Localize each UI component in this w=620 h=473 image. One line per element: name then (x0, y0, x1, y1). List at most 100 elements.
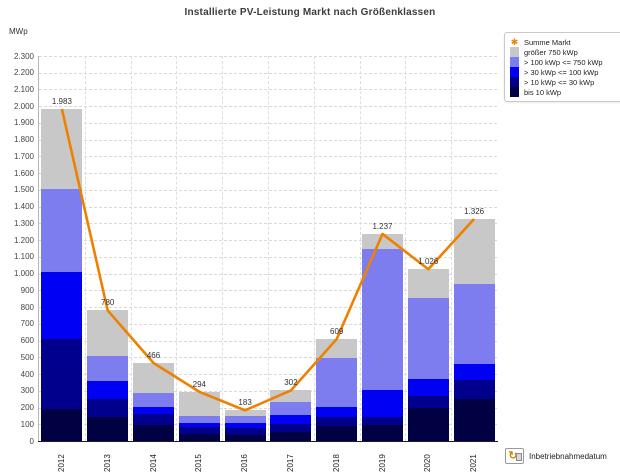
bar-segment[interactable] (178, 422, 220, 427)
bar-segment[interactable] (453, 379, 495, 400)
bar-segment[interactable] (41, 189, 83, 273)
bar-segment[interactable] (362, 424, 403, 441)
point-label: 466 (146, 350, 161, 360)
y-tick-label: 200 (20, 403, 34, 413)
bar-segment[interactable] (362, 390, 403, 417)
legend-item-30-100[interactable]: > 30 kWp <= 100 kWp (510, 67, 620, 77)
point-label: 780 (101, 298, 115, 308)
bar-segment[interactable] (270, 432, 312, 441)
gridline-vertical (222, 56, 224, 441)
y-tick-label: 1.000 (13, 269, 34, 279)
x-axis-title: Inbetriebnahmedatum (529, 451, 607, 461)
legend-item-100-750[interactable]: > 100 kWp <= 750 kWp (510, 57, 620, 67)
bar-segment[interactable] (362, 416, 403, 425)
bar-segment[interactable] (453, 219, 495, 285)
x-tick-label: 2014 (148, 454, 158, 472)
bar-segment[interactable] (133, 424, 174, 441)
legend-label: größer 750 kWp (524, 47, 578, 57)
legend-label: > 10 kWp <= 30 kWp (524, 77, 595, 87)
gridline-vertical (176, 56, 178, 441)
x-axis-line (38, 441, 498, 442)
bar-segment[interactable] (41, 109, 83, 190)
point-label: 294 (192, 379, 206, 389)
y-tick-label: 1.500 (13, 185, 34, 195)
bar-segment[interactable] (316, 339, 358, 358)
bar-segment[interactable] (224, 410, 266, 417)
bar-segment[interactable] (87, 417, 129, 441)
legend-item-summe-markt[interactable]: ✱ Summe Markt (510, 37, 620, 47)
bar-segment[interactable] (270, 415, 312, 425)
legend-item-groesser-750[interactable]: größer 750 kWp (510, 47, 620, 57)
y-tick-label: 400 (20, 369, 34, 379)
bar-segment[interactable] (407, 379, 449, 396)
point-label: 609 (330, 327, 344, 337)
bar-segment[interactable] (41, 338, 83, 410)
bar-segment[interactable] (87, 310, 129, 356)
bar-segment[interactable] (133, 413, 174, 425)
bar-segment[interactable] (316, 407, 358, 418)
y-tick-label: 300 (20, 386, 34, 396)
gridline-vertical (359, 56, 361, 441)
bar-segment[interactable] (87, 355, 129, 382)
bar-segment[interactable] (316, 417, 358, 426)
bar-segment[interactable] (270, 424, 312, 433)
gridline-vertical (130, 56, 132, 441)
bar-segment[interactable] (87, 381, 129, 399)
bar-segment[interactable] (178, 391, 220, 416)
y-tick-label: 1.200 (13, 235, 34, 245)
bar-segment[interactable] (178, 433, 220, 441)
bar-segment[interactable] (133, 362, 174, 393)
point-label: 302 (284, 378, 298, 388)
gridline-vertical (84, 56, 86, 441)
bar-segment[interactable] (87, 398, 129, 418)
field-select-icon[interactable]: ↻ (505, 448, 524, 464)
bar-segment[interactable] (407, 408, 449, 441)
legend-label: > 30 kWp <= 100 kWp (524, 67, 599, 77)
bar-segment[interactable] (224, 428, 266, 436)
legend-label: Summe Markt (524, 37, 571, 47)
bar-segment[interactable] (407, 297, 449, 380)
bar-segment[interactable] (178, 426, 220, 434)
bar-segment[interactable] (41, 409, 83, 441)
bar-segment[interactable] (316, 357, 358, 408)
bar-segment[interactable] (362, 233, 403, 249)
y-tick-label: 1.100 (13, 252, 34, 262)
y-axis-unit-label: MWp (9, 27, 28, 36)
y-tick-label: 1.400 (13, 202, 34, 212)
gridline-vertical (451, 56, 453, 441)
y-tick-label: 0 (29, 436, 34, 446)
bar-segment[interactable] (453, 399, 495, 441)
bar-segment[interactable] (270, 402, 312, 416)
chart-title: Installierte PV-Leistung Markt nach Größ… (184, 7, 436, 18)
legend-label: > 100 kWp <= 750 kWp (524, 57, 603, 67)
legend-item-bis-10[interactable]: bis 10 kWp (510, 87, 620, 97)
y-tick-label: 1.300 (13, 218, 34, 228)
bar-segment[interactable] (270, 390, 312, 403)
y-tick-label: 2.100 (13, 84, 34, 94)
y-tick-label: 100 (20, 419, 34, 429)
y-tick-label: 800 (20, 302, 34, 312)
y-tick-label: 1.900 (13, 118, 34, 128)
legend-item-10-30[interactable]: > 10 kWp <= 30 kWp (510, 77, 620, 87)
bar-segment[interactable] (362, 249, 403, 391)
bar-segment[interactable] (224, 416, 266, 423)
bar-segment[interactable] (407, 269, 449, 298)
mini-box-icon (516, 453, 522, 461)
bar-segment[interactable] (407, 395, 449, 409)
bar-segment[interactable] (453, 284, 495, 364)
x-tick-label: 2021 (469, 454, 479, 472)
x-tick-label: 2015 (194, 454, 204, 472)
legend-label: bis 10 kWp (524, 87, 562, 97)
bar-segment[interactable] (178, 415, 220, 423)
bar-segment[interactable] (133, 392, 174, 407)
bar-segment[interactable] (133, 406, 174, 414)
bar-segment[interactable] (224, 435, 266, 441)
point-label: 1.326 (464, 207, 485, 217)
bar-segment[interactable] (453, 363, 495, 380)
bar-segment[interactable] (41, 272, 83, 339)
y-tick-label: 2.000 (13, 101, 34, 111)
bar-segment[interactable] (316, 425, 358, 441)
x-tick-label: 2020 (423, 454, 433, 472)
bar-segment[interactable] (224, 422, 266, 429)
